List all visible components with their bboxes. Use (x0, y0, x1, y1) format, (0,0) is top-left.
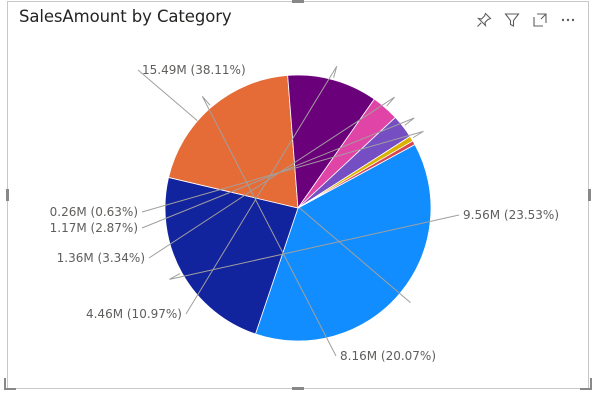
data-label: 0.26M (0.63%) (50, 205, 138, 219)
resize-handle-bottom[interactable] (292, 387, 304, 390)
resize-handle-top[interactable] (292, 0, 304, 3)
pie-slice[interactable] (168, 74, 299, 209)
pin-icon[interactable] (474, 10, 494, 30)
leader-line (169, 214, 460, 280)
pie-slice[interactable] (287, 74, 375, 210)
pie-chart-visual[interactable]: SalesAmount by Category 15.49M (38.11%) 9… (7, 1, 589, 389)
filter-icon[interactable] (502, 10, 522, 30)
more-options-icon[interactable] (558, 10, 578, 30)
leader-line (185, 65, 338, 315)
data-label: 4.46M (10.97%) (86, 307, 182, 321)
leader-line (141, 117, 415, 229)
data-label: 1.17M (2.87%) (50, 221, 138, 235)
data-label: 1.36M (3.34%) (57, 251, 145, 265)
chart-title: SalesAmount by Category (19, 7, 232, 26)
leader-line (201, 96, 337, 357)
leader-line (141, 130, 424, 213)
leader-line (148, 96, 395, 259)
resize-corner-bottom-right[interactable] (580, 378, 592, 390)
data-label: 9.56M (23.53%) (463, 208, 559, 222)
focus-mode-icon[interactable] (530, 10, 550, 30)
data-label: 15.49M (38.11%) (142, 63, 246, 77)
pie-chart: 15.49M (38.11%) 9.56M (23.53%) 8.16M (20.0… (50, 63, 559, 363)
visual-header (474, 10, 578, 30)
resize-corner-bottom-left[interactable] (4, 378, 16, 390)
pie-slice[interactable] (297, 140, 416, 209)
resize-handle-left[interactable] (6, 189, 9, 201)
data-label: 8.16M (20.07%) (340, 349, 436, 363)
resize-handle-right[interactable] (588, 189, 591, 201)
